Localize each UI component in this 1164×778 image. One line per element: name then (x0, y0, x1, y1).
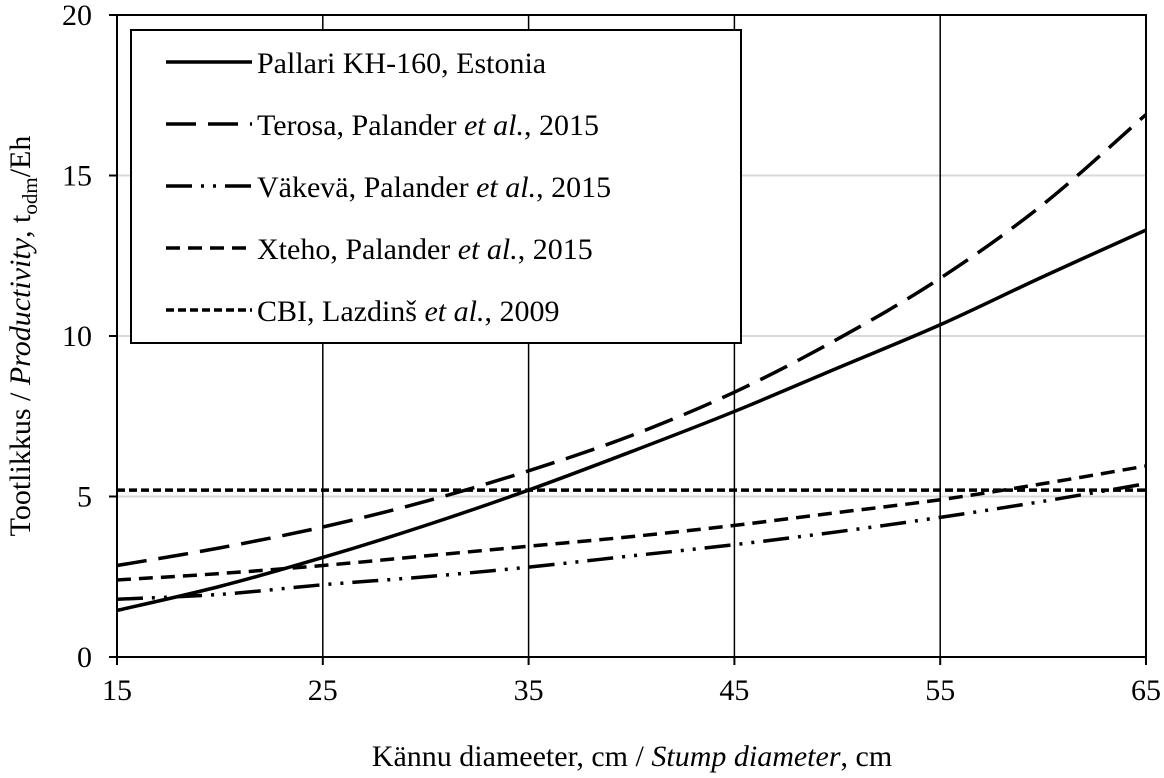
series-line-0 (116, 228, 1147, 613)
series-line-3 (116, 464, 1147, 582)
x-tick-label-3: 45 (719, 674, 749, 707)
y-axis-title: Tootlikkus / Productivity, todm/Eh (4, 136, 42, 537)
series-line-2 (116, 481, 1147, 601)
series-line-1 (116, 113, 1148, 568)
x-tick-label-2: 35 (514, 674, 544, 707)
x-tick-label-1: 25 (308, 674, 338, 707)
y-tick-label-4: 20 (62, 0, 92, 32)
y-tick-label-0: 0 (77, 641, 92, 674)
series-lines (116, 113, 1148, 613)
x-tick-label-5: 65 (1131, 674, 1161, 707)
legend-label-2: Väkevä, Palander et al., 2015 (257, 171, 611, 204)
x-axis-title: Kännu diameeter, cm / Stump diameter, cm (372, 740, 892, 773)
legend-label-4: CBI, Lazdinš et al., 2009 (257, 295, 559, 328)
x-tick-label-0: 15 (102, 674, 132, 707)
legend-label-0: Pallari KH-160, Estonia (257, 47, 546, 80)
y-tick-label-2: 10 (62, 320, 92, 353)
legend-label-1: Terosa, Palander et al., 2015 (257, 109, 599, 142)
y-tick-label-1: 5 (77, 481, 92, 514)
legend: Pallari KH-160, Estonia Terosa, Palander … (130, 29, 742, 344)
tick-labels: 15 25 35 45 55 65 0 5 10 15 20 (62, 0, 1161, 707)
y-tick-label-3: 15 (62, 160, 92, 193)
legend-label-3: Xteho, Palander et al., 2015 (257, 233, 593, 266)
x-tick-label-4: 55 (925, 674, 955, 707)
